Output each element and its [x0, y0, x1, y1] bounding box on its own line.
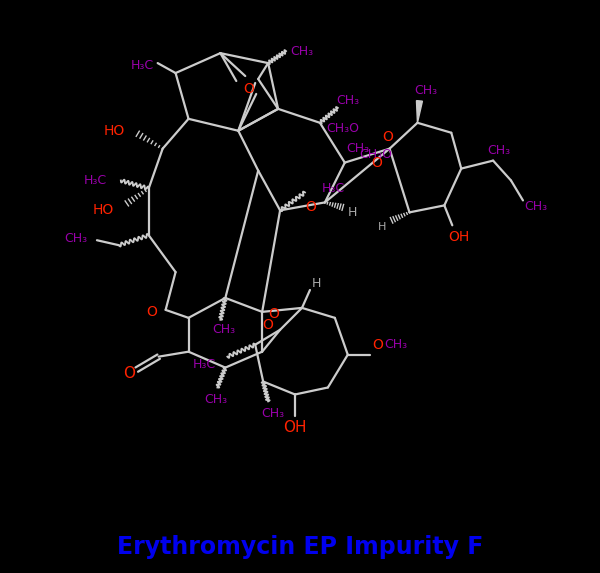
Text: O: O	[269, 307, 280, 321]
Text: Erythromycin EP Impurity F: Erythromycin EP Impurity F	[117, 535, 483, 559]
Text: CH₃: CH₃	[212, 323, 235, 336]
Text: CH₃: CH₃	[290, 45, 313, 58]
Text: OH: OH	[449, 230, 470, 244]
Text: H₃C: H₃C	[131, 58, 154, 72]
Text: H₃C: H₃C	[192, 358, 215, 371]
Text: CH₃: CH₃	[524, 200, 547, 213]
Text: CH₃: CH₃	[64, 231, 87, 245]
Text: O: O	[243, 82, 254, 96]
Text: H: H	[348, 206, 358, 219]
Text: CH₃: CH₃	[384, 338, 407, 351]
Text: O: O	[382, 129, 393, 144]
Text: CH₃: CH₃	[346, 142, 369, 155]
Text: HO: HO	[92, 203, 114, 217]
Text: CH₃: CH₃	[262, 407, 284, 420]
Text: CH₃: CH₃	[488, 144, 511, 157]
Text: O: O	[305, 201, 316, 214]
Text: O: O	[146, 305, 157, 319]
Text: CH₃O: CH₃O	[327, 122, 360, 135]
Text: CH₃: CH₃	[204, 393, 227, 406]
Text: CH₃: CH₃	[414, 84, 437, 97]
Polygon shape	[416, 101, 422, 123]
Text: H₃C: H₃C	[322, 182, 345, 195]
Text: HO: HO	[104, 124, 125, 138]
Text: O: O	[371, 156, 383, 170]
Text: O: O	[123, 366, 135, 381]
Text: CH₃: CH₃	[336, 95, 359, 107]
Text: H: H	[312, 277, 322, 289]
Text: O: O	[372, 337, 383, 352]
Text: H₃C: H₃C	[84, 174, 107, 187]
Text: OH: OH	[283, 420, 307, 435]
Text: O: O	[263, 318, 274, 332]
Text: H: H	[377, 222, 386, 232]
Text: CH₃O: CH₃O	[360, 148, 393, 161]
